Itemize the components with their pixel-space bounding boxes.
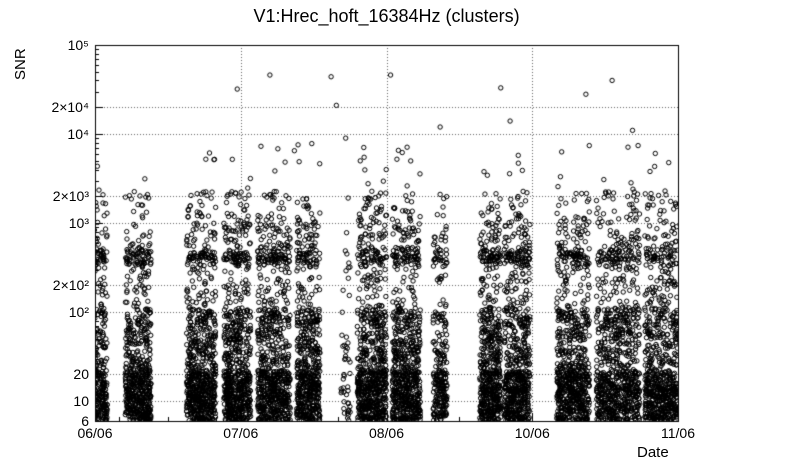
y-tick-label: 10⁴ <box>67 126 89 143</box>
x-tick-label: 10/06 <box>514 425 550 441</box>
x-tick-label: 06/06 <box>77 425 113 441</box>
x-tick-label: 11/06 <box>661 425 695 441</box>
y-tick-label: 20 <box>73 366 89 383</box>
y-tick-label: 10 <box>73 393 89 410</box>
y-tick-label: 2×10³ <box>52 188 89 205</box>
chart-title: V1:Hrec_hoft_16384Hz (clusters) <box>253 6 520 26</box>
y-tick-label: 10² <box>68 304 89 321</box>
y-tick-label: 10³ <box>68 215 89 232</box>
y-tick-label: 2×10² <box>52 277 89 294</box>
x-tick-label: 08/06 <box>368 425 405 441</box>
x-axis-label: Date <box>637 444 669 461</box>
y-axis-label: SNR <box>12 48 29 80</box>
y-tick-label: 10⁵ <box>67 37 89 53</box>
y-tick-label: 6 <box>81 413 89 429</box>
y-tick-label: 2×10⁴ <box>51 99 89 116</box>
x-tick-label: 07/06 <box>223 425 259 441</box>
